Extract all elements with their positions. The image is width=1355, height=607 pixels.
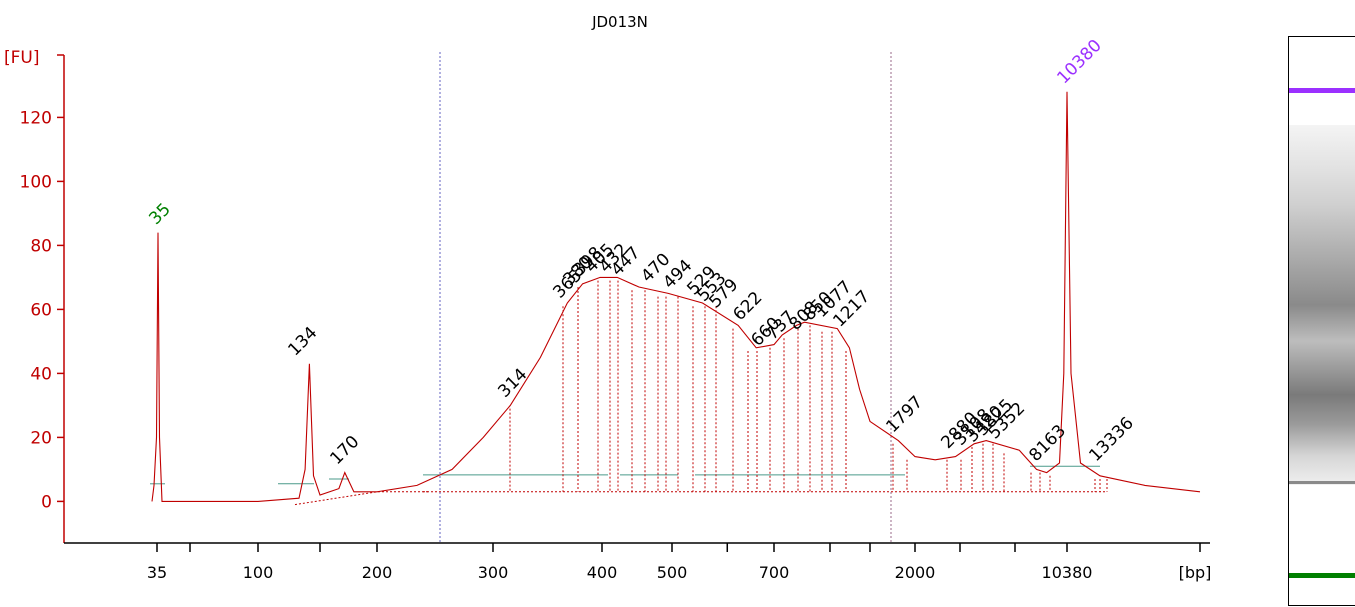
- peak-label: 1797: [882, 392, 927, 437]
- upper-marker-label: 10380: [1053, 36, 1105, 88]
- y-axis-unit-label: [FU]: [4, 48, 40, 68]
- x-axis-unit-label: [bp]: [1179, 563, 1212, 582]
- x-tick-label: 100: [243, 563, 274, 582]
- y-tick-label: 120: [20, 108, 52, 128]
- peak-label: 134: [284, 323, 321, 360]
- peak-label: 170: [326, 432, 363, 469]
- chart-title: JD013N: [591, 13, 648, 31]
- y-tick-label: 60: [30, 300, 52, 320]
- y-tick-label: 80: [30, 236, 52, 256]
- trace-line: [151, 91, 1201, 502]
- peak-label: 314: [494, 365, 531, 402]
- y-tick-label: 40: [30, 364, 52, 384]
- x-tick-label: 500: [657, 563, 688, 582]
- gel-smear: [1289, 125, 1355, 485]
- electropherogram-chart: JD013N 0 20 40 60 80 100 120 35 100 200 300 400 500 7…: [4, 13, 1212, 582]
- x-tick-label: 700: [759, 563, 790, 582]
- gel-image-lane: [1288, 36, 1355, 606]
- x-tick-label: 2000: [895, 563, 936, 582]
- x-tick-label: 300: [478, 563, 509, 582]
- peak-label: 13336: [1085, 413, 1137, 465]
- y-tick-label: 20: [30, 428, 52, 448]
- peak-label: 8163: [1025, 421, 1070, 466]
- y-tick-label: 0: [41, 492, 52, 512]
- gel-faint-band: [1289, 481, 1355, 484]
- y-tick-label: 100: [20, 172, 52, 192]
- x-tick-label: 35: [147, 563, 167, 582]
- dotted-baseline: [294, 491, 430, 506]
- x-tick-label: 10380: [1042, 563, 1093, 582]
- x-tick-label: 400: [587, 563, 618, 582]
- upper-marker-band: [1289, 88, 1355, 93]
- lower-marker-label: 35: [145, 199, 174, 228]
- x-tick-label: 200: [362, 563, 393, 582]
- lower-marker-band: [1289, 573, 1355, 578]
